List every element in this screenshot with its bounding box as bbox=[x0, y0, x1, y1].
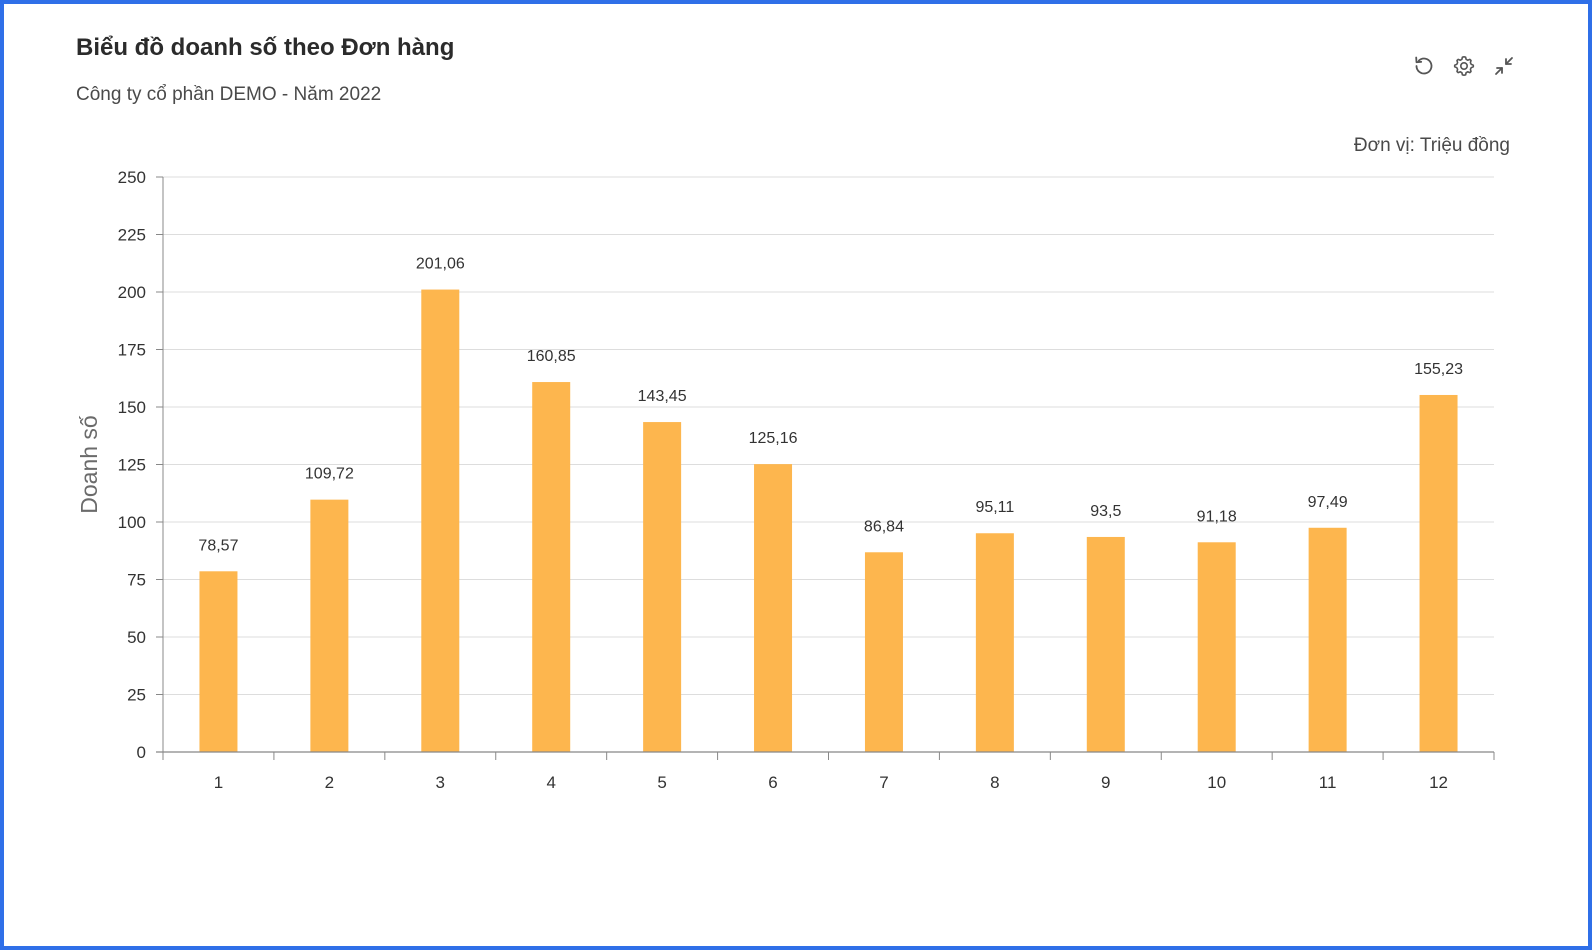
chart-toolbar bbox=[1410, 52, 1518, 80]
y-tick-label: 25 bbox=[127, 686, 146, 705]
data-label: 201,06 bbox=[416, 256, 465, 273]
x-tick-label: 8 bbox=[990, 773, 999, 792]
reset-icon bbox=[1415, 56, 1433, 75]
bar bbox=[199, 571, 238, 752]
chart-subtitle: Công ty cổ phần DEMO - Năm 2022 bbox=[76, 84, 382, 105]
data-label: 97,49 bbox=[1308, 494, 1348, 511]
y-axis-title: Doanh số bbox=[76, 415, 102, 514]
bar bbox=[421, 289, 460, 752]
x-tick-label: 4 bbox=[546, 773, 555, 792]
y-tick-label: 175 bbox=[118, 341, 146, 360]
bar bbox=[1086, 536, 1125, 752]
data-label: 91,18 bbox=[1197, 508, 1237, 525]
y-tick-label: 150 bbox=[118, 398, 146, 417]
y-tick-label: 100 bbox=[118, 513, 146, 532]
x-tick-label: 5 bbox=[657, 773, 666, 792]
bar bbox=[310, 499, 349, 752]
x-tick-label: 1 bbox=[214, 773, 223, 792]
reset-button[interactable] bbox=[1410, 52, 1438, 80]
bar bbox=[864, 552, 903, 752]
bar bbox=[532, 382, 571, 752]
x-tick-label: 7 bbox=[879, 773, 888, 792]
y-tick-label: 75 bbox=[127, 571, 146, 590]
x-tick-label: 3 bbox=[436, 773, 445, 792]
x-tick-label: 6 bbox=[768, 773, 777, 792]
y-tick-label: 250 bbox=[118, 168, 146, 187]
data-label: 95,11 bbox=[975, 499, 1014, 516]
data-label: 125,16 bbox=[749, 430, 798, 447]
bar bbox=[1308, 527, 1347, 752]
bar bbox=[975, 533, 1014, 752]
x-tick-label: 2 bbox=[325, 773, 334, 792]
collapse-button[interactable] bbox=[1490, 52, 1518, 80]
bar bbox=[1197, 542, 1236, 752]
x-tick-label: 12 bbox=[1429, 773, 1448, 792]
bar bbox=[1419, 394, 1458, 752]
y-tick-label: 125 bbox=[118, 456, 146, 475]
unit-note: Đơn vị: Triệu đồng bbox=[1353, 135, 1510, 156]
x-tick-label: 11 bbox=[1319, 773, 1337, 792]
y-tick-label: 200 bbox=[118, 283, 146, 302]
y-tick-label: 50 bbox=[127, 628, 146, 647]
data-label: 160,85 bbox=[527, 348, 576, 365]
data-label: 143,45 bbox=[638, 388, 687, 405]
bar bbox=[754, 464, 793, 752]
data-label: 93,5 bbox=[1090, 503, 1121, 520]
data-label: 86,84 bbox=[864, 518, 904, 535]
data-label: 155,23 bbox=[1414, 361, 1463, 378]
y-tick-label: 0 bbox=[137, 743, 146, 762]
settings-icon bbox=[1453, 56, 1475, 76]
data-label: 109,72 bbox=[305, 466, 354, 483]
chart-title: Biểu đồ doanh số theo Đơn hàng bbox=[76, 34, 455, 61]
data-label: 78,57 bbox=[198, 537, 238, 554]
collapse-icon bbox=[1495, 57, 1513, 75]
x-tick-label: 10 bbox=[1207, 773, 1226, 792]
bar bbox=[643, 422, 682, 752]
x-tick-label: 9 bbox=[1101, 773, 1110, 792]
y-tick-label: 225 bbox=[118, 226, 146, 245]
settings-button[interactable] bbox=[1450, 52, 1478, 80]
